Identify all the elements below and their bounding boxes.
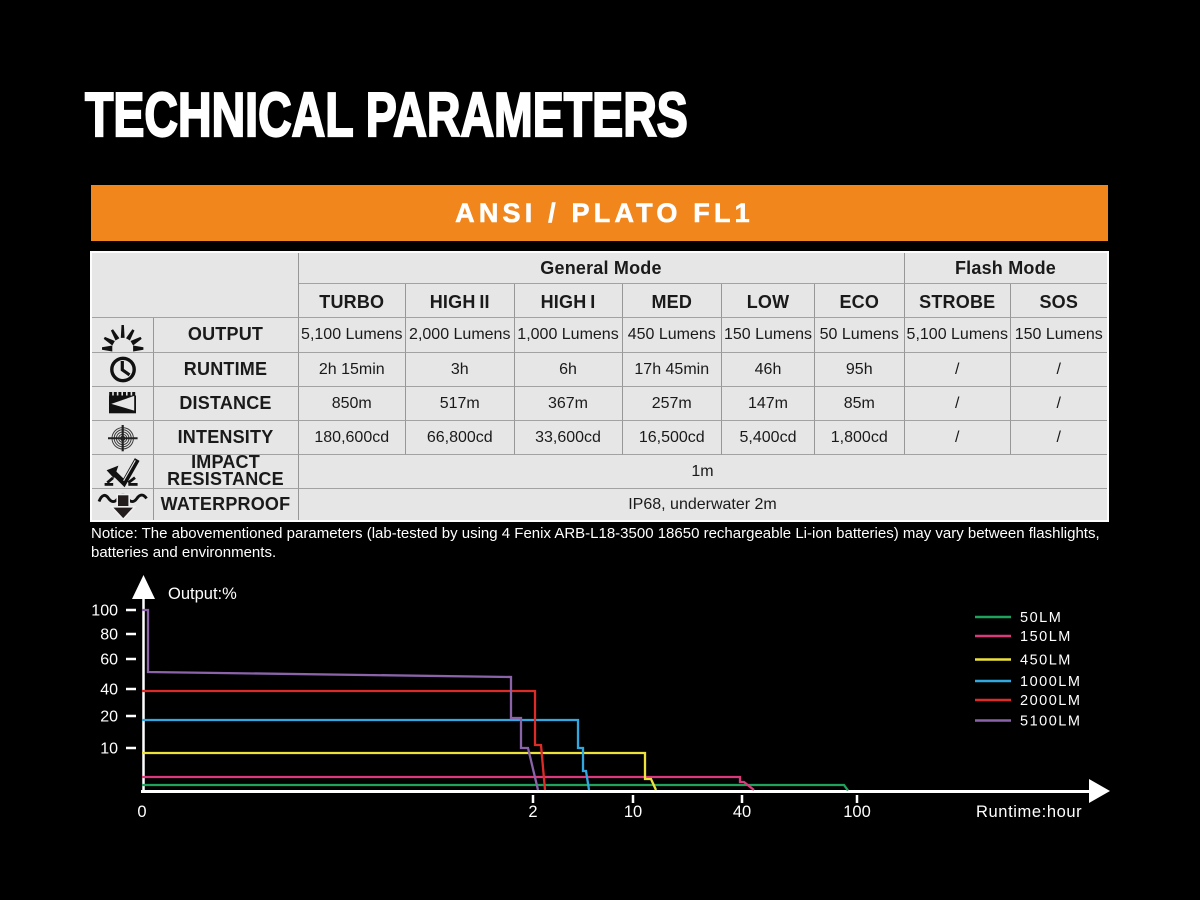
svg-text:40: 40 xyxy=(100,682,118,699)
svg-text:10: 10 xyxy=(624,803,642,821)
svg-text:1000LM: 1000LM xyxy=(1020,674,1081,690)
svg-text:150LM: 150LM xyxy=(1020,629,1072,645)
svg-text:100: 100 xyxy=(91,603,118,620)
svg-text:450LM: 450LM xyxy=(1020,653,1072,669)
svg-text:2: 2 xyxy=(528,803,537,821)
svg-text:100: 100 xyxy=(843,803,871,821)
svg-text:0: 0 xyxy=(137,803,146,821)
svg-text:40: 40 xyxy=(733,803,751,821)
svg-text:Output:%: Output:% xyxy=(168,585,237,603)
svg-text:2000LM: 2000LM xyxy=(1020,693,1081,709)
svg-text:80: 80 xyxy=(100,627,118,644)
svg-text:20: 20 xyxy=(100,709,118,726)
svg-text:10: 10 xyxy=(100,741,118,758)
svg-text:5100LM: 5100LM xyxy=(1020,714,1081,730)
svg-text:60: 60 xyxy=(100,652,118,669)
svg-text:Runtime:hour: Runtime:hour xyxy=(976,803,1082,821)
svg-text:50LM: 50LM xyxy=(1020,610,1062,626)
